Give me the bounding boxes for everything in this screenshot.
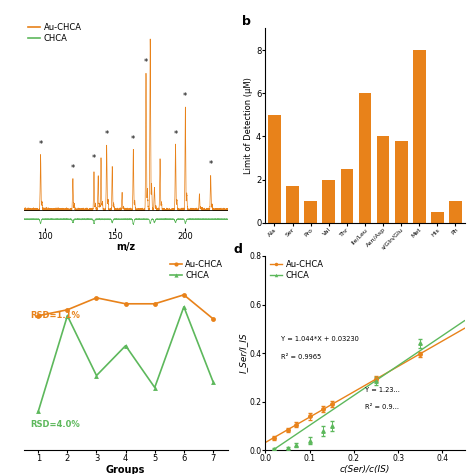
Text: *: * <box>104 129 109 138</box>
X-axis label: m/z: m/z <box>116 242 135 252</box>
Text: *: * <box>144 58 148 67</box>
Bar <box>431 212 444 223</box>
X-axis label: c(Ser)/c(IS): c(Ser)/c(IS) <box>340 465 390 474</box>
Text: Y = 1.23...: Y = 1.23... <box>365 387 400 393</box>
Y-axis label: Limit of Detection (μM): Limit of Detection (μM) <box>244 77 253 174</box>
Bar <box>268 115 281 223</box>
Text: Y = 1.044*X + 0.03230: Y = 1.044*X + 0.03230 <box>282 337 359 343</box>
Legend: Au-CHCA, CHCA: Au-CHCA, CHCA <box>170 260 223 280</box>
Text: R² = 0.9...: R² = 0.9... <box>365 404 399 410</box>
Text: d: d <box>234 243 243 256</box>
Bar <box>286 186 299 223</box>
Text: *: * <box>92 154 96 163</box>
Y-axis label: I_Ser/I_IS: I_Ser/I_IS <box>239 333 248 374</box>
Text: *: * <box>71 164 75 173</box>
Bar <box>395 141 408 223</box>
Text: *: * <box>209 160 213 169</box>
Bar <box>377 137 390 223</box>
Text: b: b <box>242 16 250 28</box>
Text: *: * <box>173 129 178 138</box>
Legend: Au-CHCA, CHCA: Au-CHCA, CHCA <box>270 260 323 280</box>
Text: RSD=1.1%: RSD=1.1% <box>30 311 80 320</box>
Legend: Au-CHCA, CHCA: Au-CHCA, CHCA <box>28 23 82 43</box>
Bar <box>359 93 371 223</box>
X-axis label: Groups: Groups <box>106 465 146 474</box>
Text: *: * <box>183 92 188 101</box>
Bar <box>340 169 353 223</box>
Bar <box>304 201 317 223</box>
Bar <box>322 180 335 223</box>
Text: R² = 0.9965: R² = 0.9965 <box>282 354 322 360</box>
Text: *: * <box>38 140 43 149</box>
Bar <box>413 50 426 223</box>
Text: *: * <box>131 135 136 144</box>
Text: RSD=4.0%: RSD=4.0% <box>30 420 80 429</box>
Bar <box>449 201 462 223</box>
